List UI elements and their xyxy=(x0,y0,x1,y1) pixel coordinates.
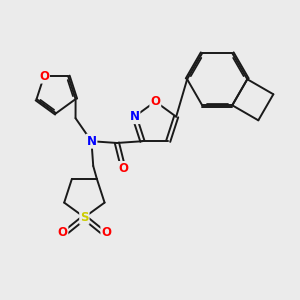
Text: O: O xyxy=(118,162,128,175)
Text: S: S xyxy=(80,211,88,224)
Text: N: N xyxy=(86,135,97,148)
Text: O: O xyxy=(39,70,49,83)
Text: O: O xyxy=(57,226,68,238)
Text: N: N xyxy=(129,110,140,123)
Text: O: O xyxy=(150,95,160,108)
Text: O: O xyxy=(101,226,111,238)
